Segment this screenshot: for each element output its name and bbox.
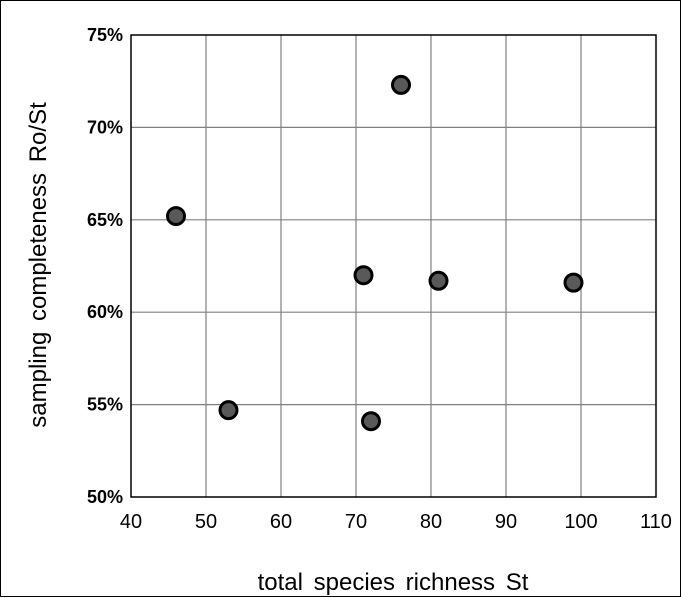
plot-area — [130, 34, 657, 498]
x-tick-label: 60 — [270, 511, 292, 533]
y-tick-label: 55% — [87, 395, 123, 415]
grid — [131, 35, 656, 497]
y-tick-label: 65% — [87, 210, 123, 230]
data-point — [361, 411, 381, 432]
data-point — [391, 74, 411, 95]
data-point — [563, 272, 584, 293]
y-axis-label: sampling completeness Ro/St — [25, 102, 52, 428]
x-tick-label: 100 — [564, 511, 597, 533]
x-tick-label: 80 — [420, 511, 442, 533]
y-tick-label: 70% — [87, 117, 123, 137]
data-point — [428, 270, 449, 291]
data-points — [166, 74, 584, 432]
y-tick-label: 50% — [87, 487, 123, 507]
x-tick-label: 70 — [345, 511, 367, 533]
x-tick-label: 110 — [640, 511, 672, 533]
data-point — [166, 206, 186, 227]
data-point — [218, 400, 239, 421]
data-point — [353, 265, 374, 286]
x-axis-label: total species richness St — [258, 569, 529, 596]
x-axis-ticks: 40 50 60 70 80 90 100 110 — [120, 511, 672, 533]
x-tick-label: 90 — [495, 511, 517, 533]
y-axis-ticks: 50% 55% 60% 65% 70% 75% — [87, 25, 123, 507]
y-tick-label: 75% — [87, 25, 123, 45]
y-tick-label: 60% — [87, 302, 123, 322]
x-tick-label: 40 — [120, 511, 142, 533]
x-tick-label: 50 — [195, 511, 217, 533]
